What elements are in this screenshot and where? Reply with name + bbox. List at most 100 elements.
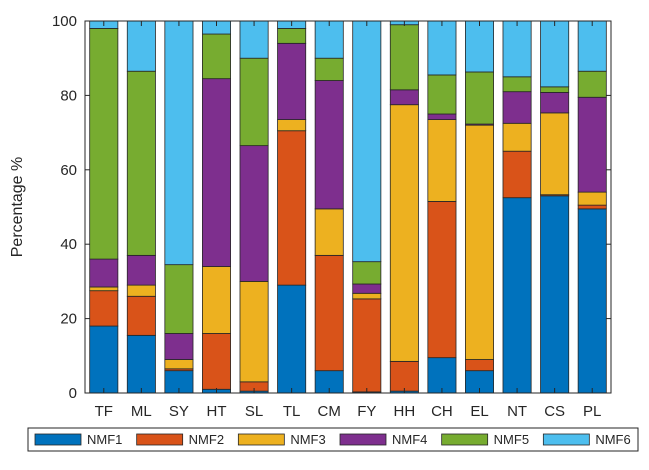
bar-ch-nmf6 <box>427 20 457 76</box>
bar-tl-nmf1 <box>277 284 307 394</box>
x-tick-label-el: EL <box>470 403 488 420</box>
bar-tl-nmf5 <box>277 28 307 44</box>
legend-swatch-nmf1 <box>34 433 82 446</box>
bar-ml-nmf2 <box>126 295 156 336</box>
y-tick-label: 40 <box>60 236 77 253</box>
x-tick-label-fy: FY <box>357 403 376 420</box>
bar-ch-nmf2 <box>427 201 457 359</box>
bar-cm-nmf2 <box>314 254 344 372</box>
bar-ml-nmf6 <box>126 20 156 72</box>
bar-pl-nmf1 <box>577 208 607 394</box>
legend-label-nmf3: NMF3 <box>290 432 325 447</box>
bar-el-nmf2 <box>465 359 494 372</box>
bar-tf-nmf5 <box>89 28 119 260</box>
bar-sl-nmf3 <box>239 280 269 383</box>
legend: NMF1 NMF2 NMF3 NMF4 NMF5 NMF6 <box>27 427 639 452</box>
bar-fy-nmf4 <box>352 283 382 294</box>
legend-swatch-nmf3 <box>237 433 285 446</box>
bar-ht-nmf3 <box>202 266 231 334</box>
legend-swatch-nmf4 <box>339 433 387 446</box>
x-tick-label-cm: CM <box>318 403 341 420</box>
bar-tf-nmf4 <box>89 258 119 288</box>
bar-ch-nmf1 <box>427 357 457 394</box>
bar-tf-nmf3 <box>89 286 119 292</box>
bar-fy-nmf5 <box>352 261 382 285</box>
bar-ht-nmf2 <box>202 333 231 390</box>
x-tick-label-ch: CH <box>431 403 453 420</box>
bar-sy-nmf3 <box>164 359 194 370</box>
bar-ch-nmf3 <box>427 119 457 202</box>
bar-hh-nmf5 <box>389 24 419 91</box>
bar-fy-nmf2 <box>352 298 382 393</box>
bar-pl-nmf3 <box>577 191 607 206</box>
bar-tf-nmf1 <box>89 325 119 394</box>
bar-nt-nmf6 <box>502 20 532 78</box>
bars-layer <box>89 20 607 394</box>
bar-tf-nmf2 <box>89 290 119 327</box>
bar-tl-nmf2 <box>277 130 307 286</box>
x-tick-label-ml: ML <box>131 403 152 420</box>
bar-nt-nmf5 <box>502 76 532 93</box>
bar-cm-nmf4 <box>314 80 344 210</box>
y-axis: 0 20 40 60 80 100 <box>52 13 611 402</box>
x-tick-label-cs: CS <box>544 403 565 420</box>
bar-ch-nmf4 <box>427 113 457 120</box>
y-tick-label: 0 <box>69 385 77 402</box>
bar-hh-nmf4 <box>389 89 419 106</box>
bar-fy-nmf3 <box>352 292 382 300</box>
bar-sy-nmf6 <box>164 20 194 266</box>
bar-cs-nmf4 <box>540 92 570 114</box>
bar-cs-nmf1 <box>540 195 570 394</box>
bar-ml-nmf5 <box>126 70 156 256</box>
legend-label-nmf6: NMF6 <box>595 432 630 447</box>
bar-fy-nmf6 <box>352 20 382 263</box>
bar-hh-nmf2 <box>389 360 419 392</box>
bar-cs-nmf5 <box>540 86 570 93</box>
legend-swatch-nmf2 <box>136 433 184 446</box>
x-tick-label-pl: PL <box>583 403 601 420</box>
bar-cm-nmf5 <box>314 57 344 81</box>
bar-sl-nmf4 <box>239 145 269 282</box>
bar-el-nmf6 <box>465 20 494 73</box>
bar-el-nmf3 <box>465 124 494 360</box>
y-tick-label: 100 <box>52 13 77 30</box>
x-tick-label-sy: SY <box>169 403 189 420</box>
x-axis: TF ML SY HT SL TL CM FY HH CH EL NT CS PL <box>95 21 601 420</box>
legend-label-nmf1: NMF1 <box>87 432 122 447</box>
bar-ml-nmf3 <box>126 284 156 297</box>
y-tick-label: 60 <box>60 162 77 179</box>
legend-label-nmf5: NMF5 <box>494 432 529 447</box>
bar-tl-nmf4 <box>277 42 307 120</box>
bar-tl-nmf3 <box>277 119 307 132</box>
bar-cm-nmf3 <box>314 208 344 256</box>
x-tick-label-sl: SL <box>245 403 263 420</box>
bar-ml-nmf1 <box>126 334 156 394</box>
plot-frame <box>84 20 612 394</box>
bar-pl-nmf6 <box>577 20 607 72</box>
x-tick-label-ht: HT <box>207 403 227 420</box>
bar-cs-nmf6 <box>540 20 570 88</box>
y-axis-title: Percentage % <box>9 157 26 258</box>
bar-cm-nmf6 <box>314 20 344 59</box>
x-tick-label-nt: NT <box>507 403 527 420</box>
bar-pl-nmf2 <box>577 204 607 210</box>
bar-nt-nmf4 <box>502 91 532 124</box>
legend-swatch-nmf5 <box>441 433 489 446</box>
bar-sl-nmf5 <box>239 57 269 147</box>
x-tick-label-hh: HH <box>394 403 416 420</box>
bar-hh-nmf3 <box>389 104 419 362</box>
bar-pl-nmf4 <box>577 96 607 193</box>
bar-nt-nmf1 <box>502 197 532 394</box>
y-tick-label: 80 <box>60 87 77 104</box>
bar-el-nmf5 <box>465 71 494 125</box>
bar-nt-nmf3 <box>502 122 532 152</box>
bar-ht-nmf4 <box>202 78 231 267</box>
bar-cs-nmf3 <box>540 112 570 196</box>
bar-ch-nmf5 <box>427 74 457 115</box>
legend-label-nmf4: NMF4 <box>392 432 427 447</box>
bar-pl-nmf5 <box>577 70 607 98</box>
legend-swatch-nmf6 <box>542 433 590 446</box>
bar-sy-nmf5 <box>164 264 194 334</box>
x-tick-label-tf: TF <box>95 403 113 420</box>
